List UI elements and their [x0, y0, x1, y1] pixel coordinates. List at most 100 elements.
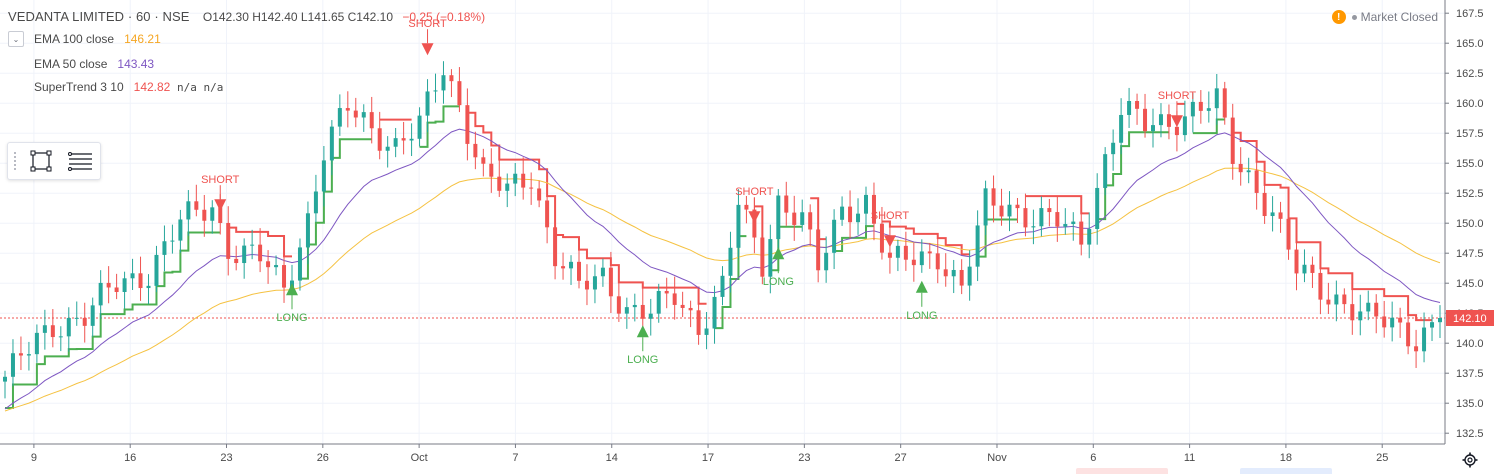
candle — [1398, 317, 1403, 323]
short-arrow-icon — [748, 211, 761, 224]
candle — [3, 376, 7, 382]
price-tick-label: 155.0 — [1456, 158, 1484, 170]
candle — [521, 173, 526, 188]
long-label: LONG — [906, 310, 937, 322]
chevron-down-icon[interactable]: ⌄ — [8, 31, 24, 47]
candle — [1334, 294, 1339, 305]
candle — [345, 108, 350, 111]
candle — [1366, 302, 1371, 312]
indicator-ema50[interactable]: EMA 50 close 143.43 — [34, 57, 154, 71]
candle — [178, 219, 183, 241]
candle — [792, 212, 797, 225]
rectangle-tool-icon[interactable] — [28, 148, 54, 174]
candle — [337, 108, 342, 127]
candle — [186, 201, 191, 220]
candle — [1047, 208, 1052, 213]
buy-button[interactable] — [1240, 468, 1332, 474]
candle — [768, 239, 773, 277]
long-label: LONG — [276, 312, 307, 324]
candle — [393, 138, 398, 147]
candle — [1438, 318, 1442, 323]
price-tick-label: 162.5 — [1456, 68, 1484, 80]
candle — [305, 213, 310, 248]
ema-100-line — [4, 167, 1441, 412]
candle — [616, 296, 621, 314]
supertrend-segment — [299, 138, 372, 280]
candle — [720, 275, 725, 297]
candle — [1015, 204, 1020, 209]
drawing-toolbox — [7, 142, 101, 180]
candle — [832, 219, 837, 253]
candle — [856, 213, 861, 223]
candle — [1143, 108, 1148, 132]
candle — [672, 293, 677, 305]
candle — [1039, 208, 1044, 227]
candle — [951, 269, 956, 277]
long-arrow-icon — [636, 325, 649, 338]
candle — [1294, 249, 1299, 274]
short-arrow-icon — [214, 199, 227, 212]
candle — [712, 296, 717, 329]
candle — [1063, 224, 1068, 227]
candle — [1095, 187, 1100, 229]
candle — [632, 304, 637, 308]
long-label: LONG — [763, 276, 794, 288]
supertrend-segment — [1192, 118, 1225, 135]
candle — [1190, 101, 1195, 117]
candle — [800, 212, 805, 225]
price-tick-label: 167.5 — [1456, 8, 1484, 20]
candle — [274, 265, 279, 268]
candle — [513, 173, 518, 184]
candle — [18, 353, 23, 356]
candle — [911, 259, 916, 266]
candle — [879, 223, 884, 253]
candle — [1230, 117, 1235, 164]
candle — [824, 252, 829, 271]
candle — [895, 245, 900, 258]
market-status[interactable]: ! Market Closed — [1331, 10, 1438, 24]
candle — [42, 325, 47, 333]
candle — [991, 188, 996, 206]
sell-button[interactable] — [1076, 468, 1168, 474]
last-price-badge — [1446, 310, 1494, 326]
candle — [401, 138, 406, 141]
gear-icon[interactable] — [1462, 452, 1478, 468]
candle — [704, 328, 709, 335]
candle — [1310, 264, 1315, 273]
time-tick-label: 6 — [1090, 452, 1096, 464]
candle — [664, 290, 669, 294]
candle — [242, 245, 247, 264]
price-tick-label: 152.5 — [1456, 188, 1484, 200]
time-tick-label: 7 — [512, 452, 518, 464]
candle — [577, 261, 581, 281]
candle — [425, 91, 430, 116]
candle — [409, 138, 414, 141]
indicator-ema100[interactable]: EMA 100 close 146.21 — [34, 32, 161, 46]
time-tick-label: 23 — [220, 452, 232, 464]
supertrend-segment — [1025, 195, 1090, 215]
candle — [1127, 101, 1132, 115]
candle — [967, 266, 972, 286]
drag-handle[interactable] — [13, 151, 17, 171]
price-change: −0.25 (−0.18%) — [402, 10, 486, 24]
indicator-supertrend[interactable]: SuperTrend 3 10 142.82 n/a n/a — [34, 80, 223, 94]
price-tick-label: 137.5 — [1456, 368, 1484, 380]
price-tick-label: 132.5 — [1456, 428, 1484, 440]
menu-lines-icon[interactable] — [66, 148, 94, 174]
candle — [1031, 226, 1036, 228]
candle — [369, 112, 374, 129]
candle — [1262, 192, 1267, 217]
candle — [983, 188, 988, 226]
time-tick-label: 14 — [606, 452, 618, 464]
candle — [1023, 208, 1028, 228]
candle — [1358, 311, 1363, 321]
candle — [226, 222, 231, 259]
price-tick-label: 145.0 — [1456, 278, 1484, 290]
candle — [919, 251, 924, 266]
candle — [744, 204, 749, 210]
candle — [321, 160, 326, 192]
candle — [1206, 108, 1211, 111]
candle — [218, 207, 223, 223]
symbol-title: VEDANTA LIMITED · 60 · NSE — [8, 9, 190, 24]
